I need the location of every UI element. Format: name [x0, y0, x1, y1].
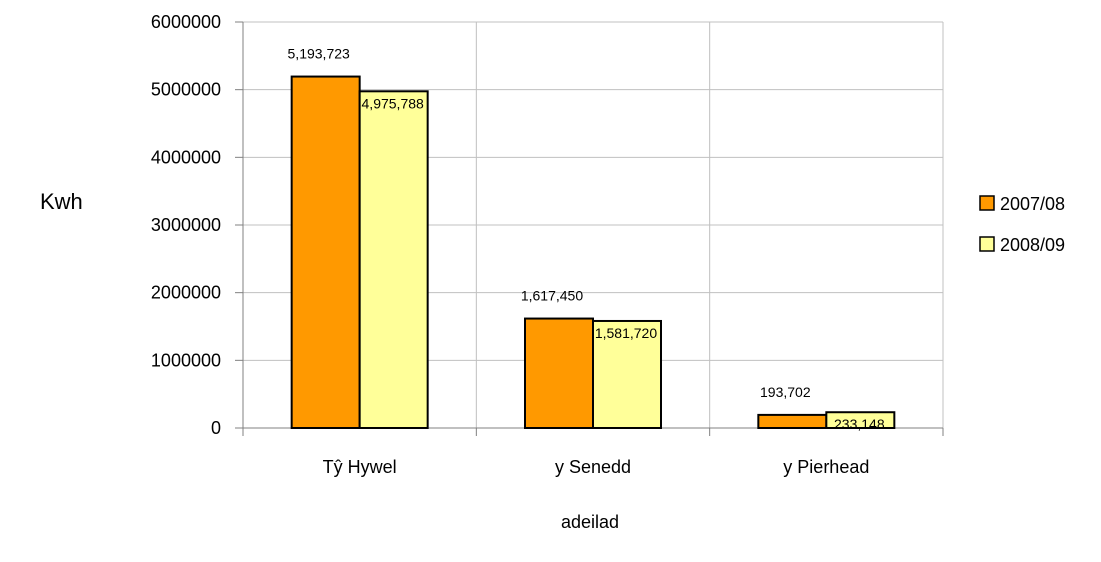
- data-label: 233,148: [834, 416, 885, 432]
- data-label: 4,975,788: [362, 95, 424, 111]
- y-axis-title: Kwh: [40, 189, 83, 214]
- legend: 2007/08 2008/09: [979, 194, 1065, 255]
- y-tick-label: 4000000: [151, 147, 221, 167]
- y-tick-label: 0: [211, 418, 221, 438]
- bar-2008-09-0: [358, 90, 429, 429]
- x-axis-title: adeilad: [561, 512, 619, 532]
- data-label: 5,193,723: [288, 46, 350, 62]
- x-tick-label: Tŷ Hywel: [323, 457, 397, 477]
- y-tick-label: 2000000: [151, 283, 221, 303]
- x-tick-label: y Senedd: [555, 457, 631, 477]
- data-label: 193,702: [760, 384, 811, 400]
- legend-swatch-2008-09: [979, 236, 995, 252]
- x-tick-label: y Pierhead: [783, 457, 869, 477]
- y-tick-label: 3000000: [151, 215, 221, 235]
- y-tick-label: 5000000: [151, 80, 221, 100]
- bars: [290, 75, 896, 430]
- legend-label: 2007/08: [1000, 194, 1065, 214]
- y-tick-label: 1000000: [151, 350, 221, 370]
- bar-2008-09-2: [825, 411, 896, 430]
- data-labels: 5,193,723 1,617,450 193,702 4,975,788 1,581,…: [288, 46, 885, 433]
- legend-label: 2008/09: [1000, 235, 1065, 255]
- bar-2007-08-1: [524, 317, 594, 429]
- bar-2007-08-2: [757, 413, 828, 429]
- bar-2008-09-1: [592, 319, 662, 429]
- data-label: 1,617,450: [521, 288, 583, 304]
- y-tick-label: 6000000: [151, 12, 221, 32]
- bar-2007-08-0: [290, 75, 361, 429]
- data-label: 1,581,720: [595, 325, 657, 341]
- legend-swatch-2007-08: [979, 195, 995, 211]
